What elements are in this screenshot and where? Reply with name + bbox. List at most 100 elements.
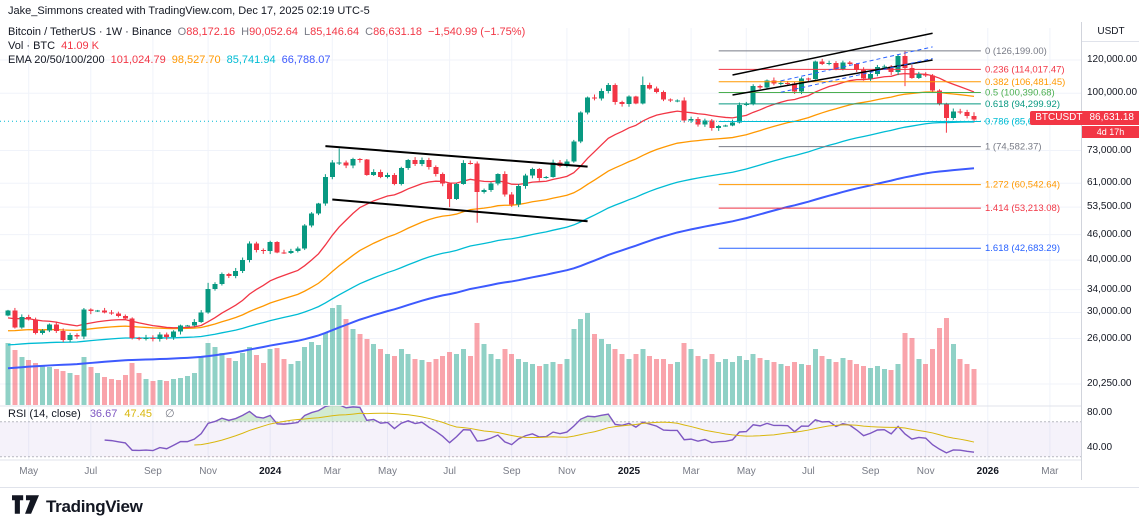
ohlc-value: 85,146.64 <box>310 26 360 38</box>
time-label: 2026 <box>977 466 1000 477</box>
fib-label: 1.414 (53,213.08) <box>985 203 1060 214</box>
chart-legend: Bitcoin / TetherUS · 1W · Binance O88,17… <box>8 25 525 67</box>
time-label: Jul <box>84 466 97 477</box>
chart-canvas[interactable]: 0 (126,199.00) 0.236 (114,017.47) 0.382 (1… <box>0 22 1081 480</box>
price-tick: 26,000.00 <box>1087 332 1132 344</box>
ema-value: 66,788.07 <box>281 54 331 66</box>
time-label: 2024 <box>259 466 282 477</box>
watermark: Jake_Simmons created with TradingView.co… <box>8 5 370 17</box>
ema50-line <box>7 91 975 332</box>
ema20-line <box>7 72 975 329</box>
ema-row[interactable]: EMA 20/50/100/200 101,024.79 98,527.70 85,… <box>8 53 525 67</box>
candlestick-series <box>5 50 977 343</box>
time-label: 2025 <box>618 466 641 477</box>
trendline-flag-lower[interactable] <box>332 198 588 223</box>
price-tick: 46,000.00 <box>1087 228 1132 240</box>
price-tick: 34,000.00 <box>1087 283 1132 295</box>
badge-symbol: BTCUSDT <box>1035 112 1083 124</box>
fib-label: 0.786 (85,6 <box>985 116 1033 127</box>
trendline-flag-upper[interactable] <box>325 145 588 168</box>
price-tick: 73,000.00 <box>1087 144 1132 156</box>
time-label: Mar <box>324 466 342 477</box>
change-value: −1,540.99 (−1.75%) <box>428 26 526 38</box>
fib-label: 0.5 (100,390.68) <box>985 87 1055 98</box>
rsi-band <box>0 421 1081 457</box>
time-label: Nov <box>199 466 217 477</box>
ohlc-key: L <box>304 26 311 38</box>
ohlc-key: O <box>177 26 187 38</box>
ohlc-key: H <box>241 26 250 38</box>
price-tick: 120,000.00 <box>1087 54 1138 65</box>
footer: TradingView <box>0 487 1139 526</box>
time-label: Nov <box>917 466 935 477</box>
time-label: Jul <box>443 466 456 477</box>
price-tick: 100,000.00 <box>1087 87 1138 99</box>
ema100-line <box>7 121 975 346</box>
ohlc-value: 86,631.18 <box>373 26 422 38</box>
rsi-ma-line <box>194 412 975 446</box>
rsi-hide-icon[interactable]: ∅ <box>165 408 175 420</box>
trendline-wedge-upper[interactable] <box>732 32 933 76</box>
fib-label: 0.382 (106,481.45) <box>985 77 1065 88</box>
grid-lines <box>0 28 1081 460</box>
ohlc-value: 90,052.64 <box>249 26 299 38</box>
price-tick: 61,000.00 <box>1087 177 1132 189</box>
axis-unit-label: USDT <box>1082 22 1139 42</box>
symbol-title: Bitcoin / TetherUS · 1W · Binance <box>8 26 172 38</box>
price-tick: 30,000.00 <box>1087 306 1132 318</box>
time-label: Sep <box>503 466 521 477</box>
ema-values: 101,024.79 98,527.70 85,741.94 66,788.07 <box>105 53 331 67</box>
tradingview-logo-icon[interactable] <box>12 495 39 519</box>
ema200-line <box>7 167 975 370</box>
rsi-ma-value: 47.45 <box>124 408 152 420</box>
fib-label: 1 (74,582.37) <box>985 142 1042 153</box>
time-label: May <box>19 466 38 477</box>
time-label: Mar <box>1041 466 1059 477</box>
time-label: Nov <box>558 466 576 477</box>
fib-label: 0.236 (114,017.47) <box>985 64 1065 75</box>
candle-countdown: 4d 17h <box>1082 126 1139 139</box>
time-label: May <box>378 466 397 477</box>
badge-price: 86,631.18 <box>1089 112 1135 124</box>
fib-label: 1.618 (42,683.29) <box>985 243 1060 254</box>
last-price-row: BTCUSDT 86,631.18 <box>1030 111 1139 126</box>
trendline-wedge-lower[interactable] <box>732 59 933 96</box>
ema-label: EMA 20/50/100/200 <box>8 54 105 66</box>
volume-label: Vol · BTC <box>8 40 56 52</box>
trendline-dashed-upper[interactable] <box>780 46 933 82</box>
rsi-tick: 80.00 <box>1087 407 1113 418</box>
time-label: Mar <box>682 466 700 477</box>
ohlc-value: 88,172.16 <box>186 26 236 38</box>
price-tick: 20,250.00 <box>1087 378 1132 390</box>
time-axis-labels[interactable]: May Jul Sep Nov 2024 Mar May Jul Sep Nov 2025 Mar Ma… <box>19 466 1059 477</box>
fib-label: 0 (126,199.00) <box>985 46 1047 57</box>
chart-svg[interactable]: 0 (126,199.00) 0.236 (114,017.47) 0.382 (1… <box>0 22 1081 480</box>
ema-value: 85,741.94 <box>226 54 276 66</box>
brand-name[interactable]: TradingView <box>46 497 143 516</box>
rsi-label: RSI (14, close) <box>8 408 81 420</box>
ohlc-values: O88,172.16 H90,052.64 L85,146.64 C86,631.18 <box>172 25 422 39</box>
time-label: May <box>737 466 756 477</box>
time-label: Sep <box>862 466 880 477</box>
price-tick: 40,000.00 <box>1087 254 1132 266</box>
ema-value: 101,024.79 <box>110 54 166 66</box>
time-label: Sep <box>144 466 162 477</box>
symbol-row[interactable]: Bitcoin / TetherUS · 1W · Binance O88,17… <box>8 25 525 39</box>
fib-label: 0.618 (94,299.92) <box>985 99 1060 110</box>
volume-value: 41.09 K <box>61 40 99 52</box>
rsi-line <box>104 406 975 454</box>
time-label: Jul <box>802 466 815 477</box>
rsi-tick: 40.00 <box>1087 442 1113 453</box>
last-price-badge: BTCUSDT 86,631.18 4d 17h <box>1030 111 1139 139</box>
rsi-legend[interactable]: RSI (14, close) 36.67 47.45 ∅ <box>8 407 179 420</box>
volume-row[interactable]: Vol · BTC 41.09 K <box>8 39 525 53</box>
trendline-dashed-lower[interactable] <box>780 58 933 93</box>
rsi-value: 36.67 <box>89 408 118 420</box>
ema-value: 98,527.70 <box>171 54 221 66</box>
price-axis[interactable]: USDT 120,000.00 100,000.00 73,000.00 61,000… <box>1081 22 1139 480</box>
ohlc-key: C <box>365 26 374 38</box>
price-tick: 53,500.00 <box>1087 201 1132 213</box>
volume-series <box>5 305 977 405</box>
fib-label: 1.272 (60,542.64) <box>985 180 1060 191</box>
rsi-pane <box>104 406 975 454</box>
